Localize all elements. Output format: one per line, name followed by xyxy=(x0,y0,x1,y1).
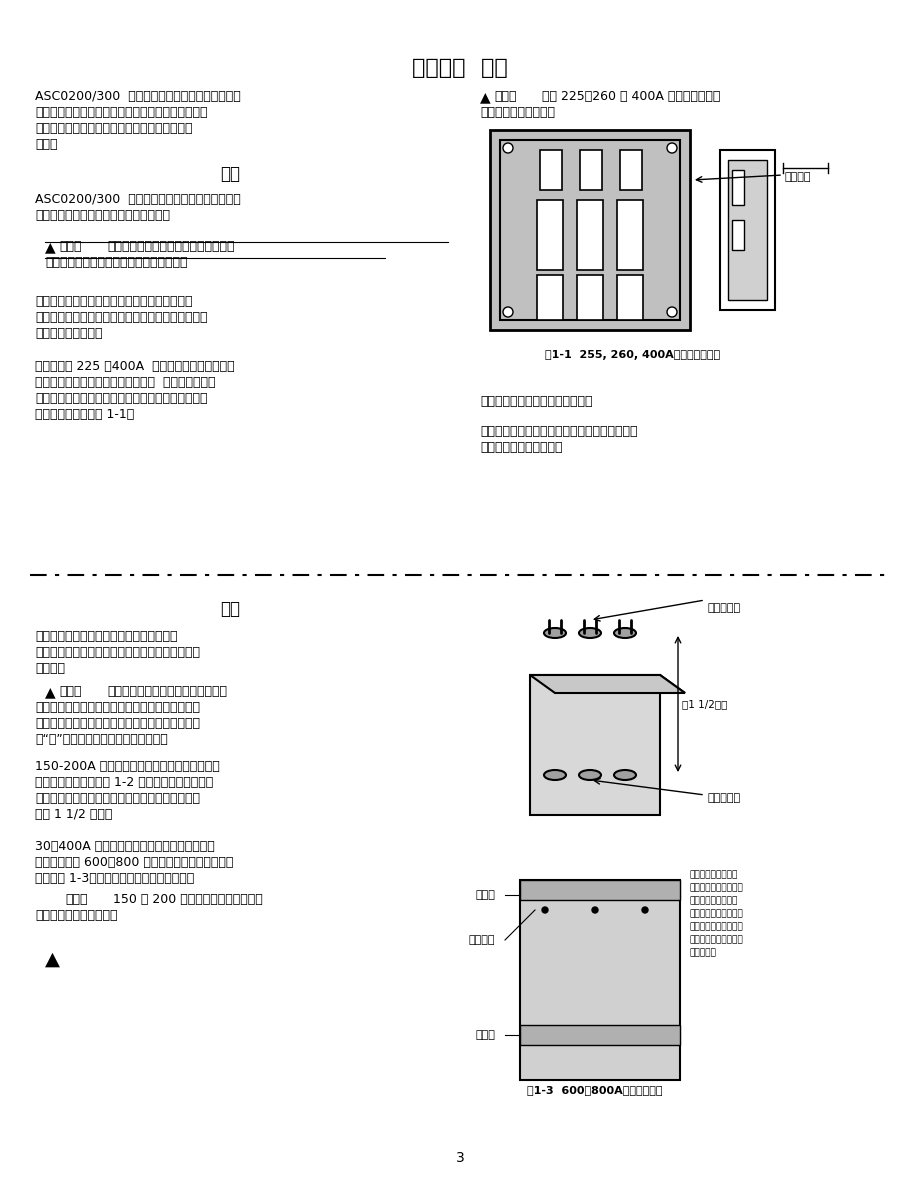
Text: 图1-1  255, 260, 400A开关的绝缘背板: 图1-1 255, 260, 400A开关的绝缘背板 xyxy=(544,350,720,360)
Text: 控制板安装在配电柜柜门内壁上。: 控制板安装在配电柜柜门内壁上。 xyxy=(480,395,592,409)
Text: 板装在转换开关背面。: 板装在转换开关背面。 xyxy=(480,106,554,119)
Text: 避免开关受力变形。: 避免开关受力变形。 xyxy=(35,328,102,339)
Bar xyxy=(576,275,602,320)
Text: 接头处于正确的相序；同时，将发电机启动控制置: 接头处于正确的相序；同时，将发电机启动控制置 xyxy=(35,717,199,730)
Bar xyxy=(617,200,642,270)
Circle shape xyxy=(591,908,597,913)
Bar xyxy=(732,220,743,250)
Text: 警告：: 警告： xyxy=(59,241,82,252)
Text: 缆、发电机启动信号线、辅助控制电路（如果要: 缆、发电机启动信号线、辅助控制电路（如果要 xyxy=(35,121,192,135)
Text: 若设备为一些备选附件提供了添加垫板，一般会: 若设备为一些备选附件提供了添加垫板，一般会 xyxy=(480,425,637,438)
Text: 置，从而防止开关误操作或缩短使用寿命。: 置，从而防止开关误操作或缩短使用寿命。 xyxy=(45,256,187,269)
Text: 150-200A 型转换开关均装有三线电缆分隔器。: 150-200A 型转换开关均装有三线电缆分隔器。 xyxy=(35,760,220,773)
Circle shape xyxy=(541,908,548,913)
Bar xyxy=(537,275,562,320)
Ellipse shape xyxy=(613,628,635,638)
Ellipse shape xyxy=(578,771,600,780)
Text: 接线: 接线 xyxy=(220,600,240,618)
Bar xyxy=(619,150,641,191)
Text: 挡板，而对于 600～800 安型则必须拆下挡板安装电: 挡板，而对于 600～800 安型则必须拆下挡板安装电 xyxy=(35,856,233,869)
Text: 约1 1/2英寸: 约1 1/2英寸 xyxy=(681,699,727,709)
Text: 的活动部件产生干涉: 的活动部件产生干涉 xyxy=(689,896,738,905)
Text: 额定电流为 225 ～400A  型转换开关须安装在配电: 额定电流为 225 ～400A 型转换开关须安装在配电 xyxy=(35,360,234,373)
Bar xyxy=(490,130,689,330)
Text: 在切断回路开关电源之后，才能进行: 在切断回路开关电源之后，才能进行 xyxy=(107,685,227,698)
Text: 线路或辅助线路的连接；确认市电和备用电的线路: 线路或辅助线路的连接；确认市电和备用电的线路 xyxy=(35,701,199,713)
Text: 电缆分隔器: 电缆分隔器 xyxy=(708,793,741,803)
Text: 150 和 200 型转换开关装置必须按如: 150 和 200 型转换开关装置必须按如 xyxy=(113,893,263,906)
Text: 接通电源前，使用手柄: 接通电源前，使用手柄 xyxy=(689,909,743,918)
Text: 地规定。: 地规定。 xyxy=(35,662,65,675)
Text: 组装: 组装 xyxy=(220,166,240,183)
Text: 的配电柜外观图中的详细说明进行组装。: 的配电柜外观图中的详细说明进行组装。 xyxy=(35,208,170,222)
Bar xyxy=(499,141,679,320)
Text: 受任何阻碍: 受任何阻碍 xyxy=(689,948,716,958)
Text: 装在柜门上、控制板下。: 装在柜门上、控制板下。 xyxy=(480,441,562,454)
Bar xyxy=(537,200,562,270)
Bar xyxy=(519,1025,679,1045)
Text: 注意！安装上挡板时: 注意！安装上挡板时 xyxy=(689,869,738,879)
Text: 绝缘背板: 绝缘背板 xyxy=(784,172,811,182)
Text: 柜绝缘垫板上（安装在转换开关背面  ）。如果从配电: 柜绝缘垫板上（安装在转换开关背面 ）。如果从配电 xyxy=(35,376,215,389)
Text: 缆。见图 1-3。之后，一定要小心回装挡板。: 缆。见图 1-3。之后，一定要小心回装挡板。 xyxy=(35,872,194,885)
Text: ASC0200/300  的自动转换系列产品在出厂前已完: ASC0200/300 的自动转换系列产品在出厂前已完 xyxy=(35,91,241,102)
Text: 求）。: 求）。 xyxy=(35,138,57,151)
Text: 隔器来敷设电缆。而分隔器与接线端之间的距离不: 隔器来敷设电缆。而分隔器与接线端之间的距离不 xyxy=(35,792,199,805)
Ellipse shape xyxy=(578,628,600,638)
Text: 上挡板: 上挡板 xyxy=(474,890,494,900)
Ellipse shape xyxy=(543,628,565,638)
Bar xyxy=(732,170,743,205)
Circle shape xyxy=(503,307,513,317)
Text: ▲: ▲ xyxy=(45,241,55,254)
Text: 定位螺栓: 定位螺栓 xyxy=(468,935,494,944)
Text: 危险：: 危险： xyxy=(59,685,82,698)
Text: ▲: ▲ xyxy=(45,950,60,969)
Polygon shape xyxy=(659,675,685,693)
Circle shape xyxy=(641,908,647,913)
Text: 有关接线的具体内容请参考随机配带的接线: 有关接线的具体内容请参考随机配带的接线 xyxy=(35,630,177,643)
Circle shape xyxy=(666,307,676,317)
Text: 成接线和测试，现场安装只是要求组装和连接供电电: 成接线和测试，现场安装只是要求组装和连接供电电 xyxy=(35,106,208,119)
Circle shape xyxy=(666,143,676,152)
Ellipse shape xyxy=(613,771,635,780)
Text: 图。所有接线方式必须遵从美国国家电气规程和当: 图。所有接线方式必须遵从美国国家电气规程和当 xyxy=(35,646,199,659)
Text: 将开关向两边动作一次: 将开关向两边动作一次 xyxy=(689,922,743,931)
Text: 保证 225，260 和 400A 型装置的绝缘垫: 保证 225，260 和 400A 型装置的绝缘垫 xyxy=(541,91,720,102)
Text: 自动转换开关应垂直安装在坚固的支承架上，在: 自动转换开关应垂直安装在坚固的支承架上，在 xyxy=(35,295,192,308)
Text: ▲: ▲ xyxy=(45,685,55,699)
Text: 图1-3  600和800A开关上的挡板: 图1-3 600和800A开关上的挡板 xyxy=(527,1085,662,1095)
Text: 下所示固定电缆分隔器。: 下所示固定电缆分隔器。 xyxy=(35,909,118,922)
Text: 第一部份  安装: 第一部份 安装 xyxy=(412,58,507,77)
Polygon shape xyxy=(529,675,659,815)
Text: 于“关”处；确认发电机处于停机状态。: 于“关”处；确认发电机处于停机状态。 xyxy=(35,732,167,746)
Bar xyxy=(519,880,679,900)
Text: 确保建筑砂砾和金属碎片未进入开关装: 确保建筑砂砾和金属碎片未进入开关装 xyxy=(107,241,234,252)
Text: ▲: ▲ xyxy=(480,91,490,104)
Bar xyxy=(576,200,602,270)
Polygon shape xyxy=(529,675,685,693)
Text: 以保证并从操作顺畅不: 以保证并从操作顺畅不 xyxy=(689,935,743,944)
Bar xyxy=(519,880,679,1080)
Text: 超过 1 1/2 英寸。: 超过 1 1/2 英寸。 xyxy=(35,807,112,821)
Text: 30～400A 型转换开关在安装电缆时，不必拆下: 30～400A 型转换开关在安装电缆时，不必拆下 xyxy=(35,840,214,853)
Text: ASC0200/300  系列开关的安装请参考随开关附带: ASC0200/300 系列开关的安装请参考随开关附带 xyxy=(35,193,241,206)
Bar xyxy=(579,150,601,191)
Circle shape xyxy=(503,143,513,152)
Bar xyxy=(727,160,766,300)
Text: 小心：: 小心： xyxy=(65,893,87,906)
Text: 电缆分隔器: 电缆分隔器 xyxy=(708,603,741,613)
Text: 下挡板: 下挡板 xyxy=(474,1030,494,1040)
Ellipse shape xyxy=(543,771,565,780)
Bar xyxy=(720,150,774,310)
Text: 3: 3 xyxy=(455,1151,464,1165)
Text: 安装供电电缆时，按图 1-2 所示的方法穿过电缆分: 安装供电电缆时，按图 1-2 所示的方法穿过电缆分 xyxy=(35,777,213,788)
Text: 柜中拆下转换开关，然后回装时，绝缘垫板必须装在: 柜中拆下转换开关，然后回装时，绝缘垫板必须装在 xyxy=(35,392,208,405)
Bar xyxy=(539,150,562,191)
Text: 转换开关背面。见图 1-1。: 转换开关背面。见图 1-1。 xyxy=(35,409,134,420)
Text: 螺孔后垫上平垫圈使所有固定点处于水平位置，从而: 螺孔后垫上平垫圈使所有固定点处于水平位置，从而 xyxy=(35,311,208,324)
Bar xyxy=(617,275,642,320)
Text: 应保证其未与开关装置: 应保证其未与开关装置 xyxy=(689,883,743,892)
Text: 警告：: 警告： xyxy=(494,91,516,102)
